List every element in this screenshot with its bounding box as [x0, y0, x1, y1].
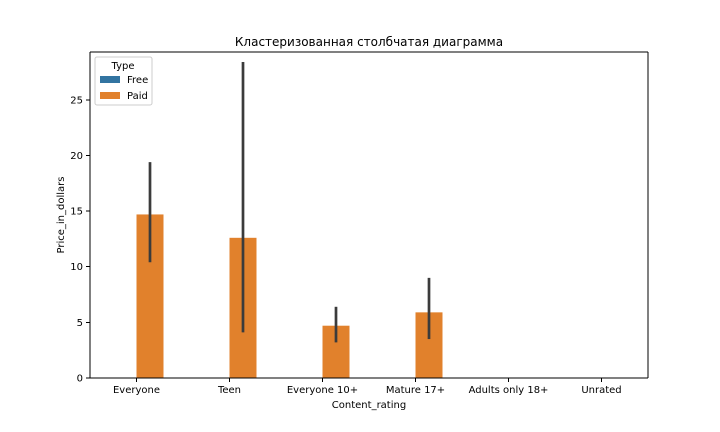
marks-layer — [136, 62, 443, 378]
x-tick-label: Adults only 18+ — [469, 385, 549, 396]
x-tick-label: Teen — [217, 385, 241, 396]
y-tick-label: 10 — [70, 262, 83, 273]
y-tick-label: 20 — [70, 151, 83, 162]
x-tick-label: Unrated — [581, 385, 621, 396]
x-ticks-layer: Everyone Teen Everyone 10+ Mature 17+ Adults… — [113, 378, 622, 396]
legend-swatch-free — [100, 76, 120, 83]
x-axis-label: Content_rating — [332, 400, 406, 411]
x-tick-label: Everyone 10+ — [287, 385, 358, 396]
legend-label-free: Free — [127, 75, 148, 86]
y-tick-label: 5 — [77, 318, 83, 329]
y-tick-label: 25 — [70, 95, 83, 106]
legend-swatch-paid — [100, 92, 120, 99]
legend-title: Type — [111, 61, 135, 72]
y-tick-label: 0 — [77, 374, 83, 385]
x-tick-label: Mature 17+ — [386, 385, 445, 396]
legend-label-paid: Paid — [127, 91, 148, 102]
y-axis-label: Price_in_dollars — [56, 177, 67, 254]
legend: Type Free Paid — [94, 56, 153, 106]
y-tick-label: 15 — [70, 207, 83, 218]
x-tick-label: Everyone — [113, 385, 160, 396]
y-ticks-layer: 0 5 10 15 20 25 — [70, 95, 90, 385]
chart-title: Кластеризованная столбчатая диаграмма — [235, 35, 503, 49]
